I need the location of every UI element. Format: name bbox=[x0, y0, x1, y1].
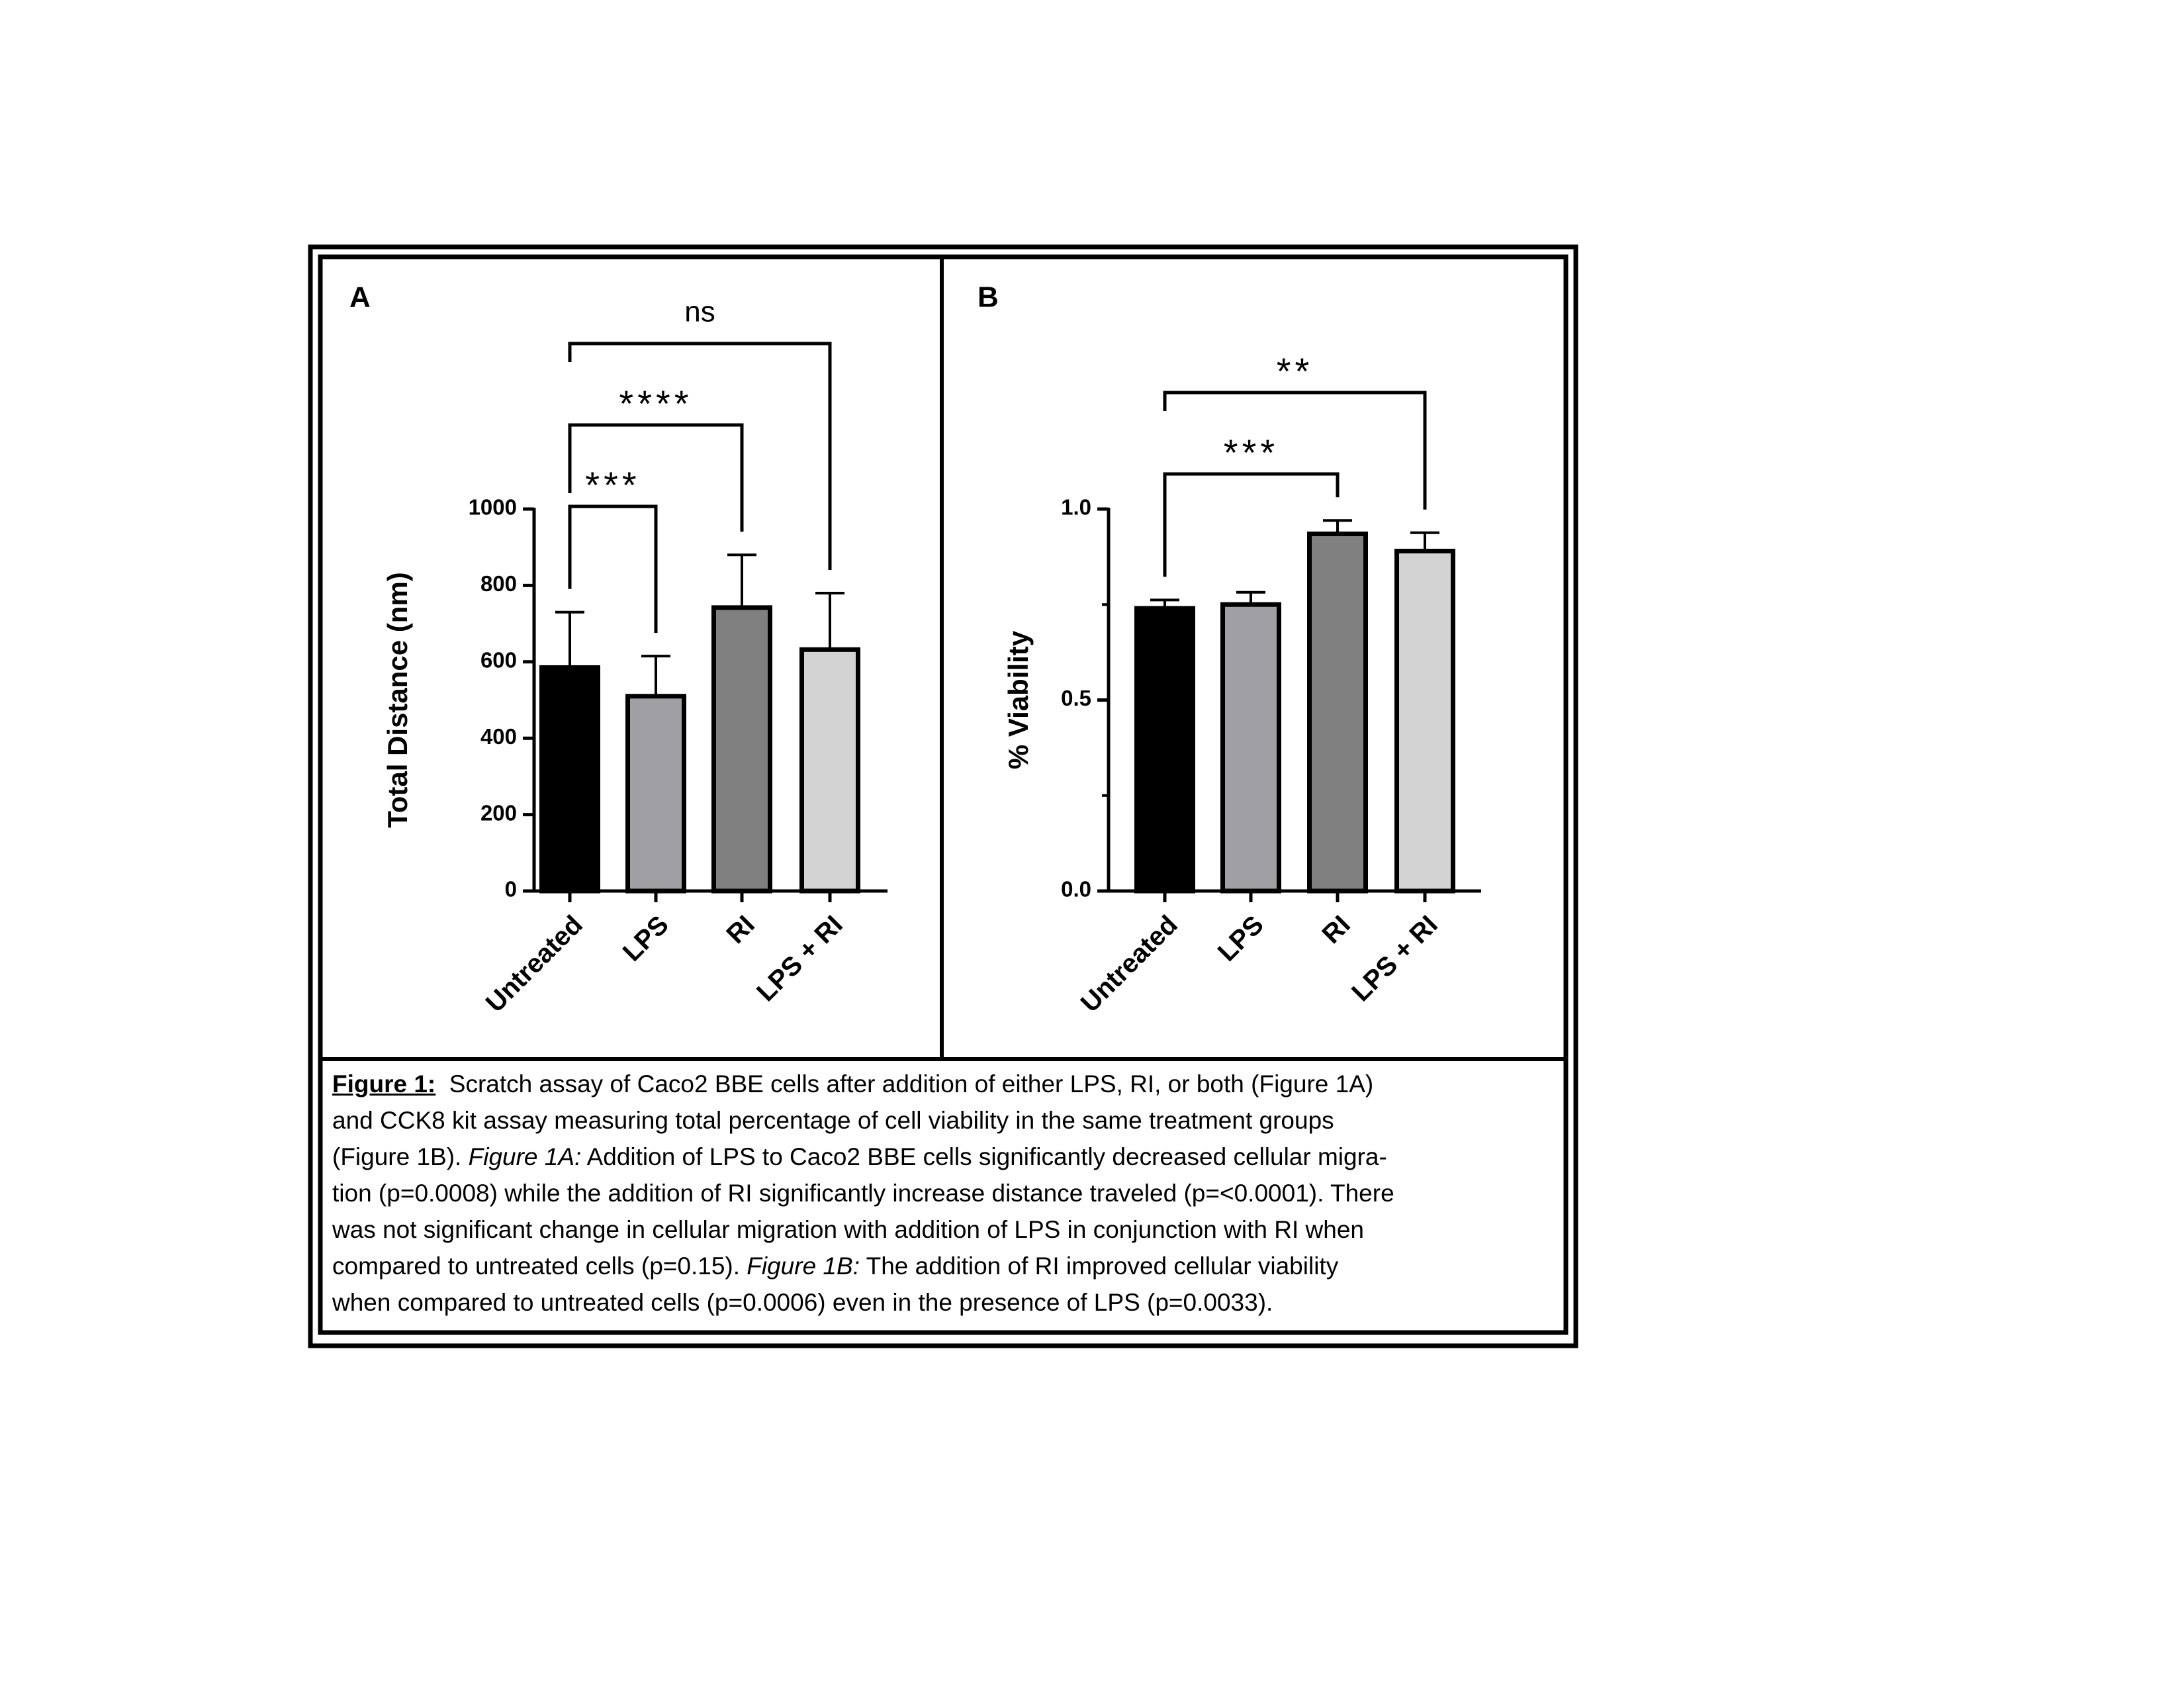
y-axis-label: Total Distance (nm) bbox=[382, 572, 413, 828]
y-tick-label: 600 bbox=[480, 648, 517, 673]
bar bbox=[625, 694, 686, 894]
y-tick-label: 400 bbox=[480, 724, 517, 749]
y-tick-label: 800 bbox=[480, 571, 517, 596]
significance-label: ** bbox=[1277, 350, 1314, 392]
bar bbox=[711, 605, 772, 894]
caption-label: Figure 1: bbox=[332, 1070, 436, 1098]
caption-text: Addition of LPS to Caco2 BBE cells signi… bbox=[581, 1143, 1387, 1170]
y-tick-label: 1000 bbox=[469, 495, 517, 520]
y-axis-label: % Viability bbox=[1003, 630, 1034, 769]
caption-text: when compared to untreated cells (p=0.00… bbox=[332, 1289, 1273, 1316]
bar bbox=[539, 665, 600, 894]
significance-bracket bbox=[568, 423, 744, 532]
x-tick-label: Untreated bbox=[480, 910, 588, 1018]
x-tick-label: LPS bbox=[1212, 910, 1269, 967]
x-tick-label: RI bbox=[721, 910, 760, 949]
bar bbox=[1134, 606, 1195, 894]
significance-label: *** bbox=[1224, 432, 1279, 473]
x-tick-label: LPS + RI bbox=[751, 910, 848, 1008]
caption-text: and CCK8 kit assay measuring total perce… bbox=[332, 1107, 1334, 1134]
y-tick-label: 0.0 bbox=[1061, 877, 1091, 902]
caption-text: compared to untreated cells (p=0.15). bbox=[332, 1252, 747, 1280]
bar bbox=[799, 647, 860, 894]
caption-text: (Figure 1B). bbox=[332, 1143, 469, 1170]
y-tick-label: 0.5 bbox=[1061, 686, 1091, 710]
significance-bracket bbox=[568, 504, 658, 633]
caption-italic: Figure 1A: bbox=[468, 1143, 582, 1170]
significance-label: *** bbox=[585, 464, 640, 506]
y-tick-label: 0 bbox=[505, 877, 517, 902]
x-tick-label: RI bbox=[1316, 910, 1355, 949]
significance-label: ns bbox=[684, 296, 715, 328]
bar bbox=[1307, 532, 1368, 894]
bar bbox=[1394, 548, 1455, 894]
outer-border bbox=[308, 244, 1578, 1348]
y-tick-label: 1.0 bbox=[1061, 495, 1091, 520]
significance-bracket bbox=[1163, 472, 1340, 577]
caption-text: tion (p=0.0008) while the addition of RI… bbox=[332, 1180, 1394, 1207]
panel-label: B bbox=[978, 281, 999, 314]
bar bbox=[1220, 602, 1281, 894]
caption-text: The addition of RI improved cellular via… bbox=[859, 1252, 1339, 1280]
y-tick-label: 200 bbox=[480, 800, 517, 825]
caption-text: Scratch assay of Caco2 BBE cells after a… bbox=[435, 1070, 1374, 1098]
significance-bracket bbox=[568, 342, 832, 570]
x-tick-label: LPS bbox=[617, 910, 674, 967]
x-tick-label: Untreated bbox=[1075, 910, 1183, 1018]
significance-bracket bbox=[1163, 391, 1427, 510]
panel-label: A bbox=[349, 281, 371, 314]
significance-label: **** bbox=[619, 383, 692, 424]
x-tick-label: LPS + RI bbox=[1346, 910, 1443, 1008]
caption: Figure 1: Scratch assay of Caco2 BBE cel… bbox=[332, 1066, 1557, 1321]
caption-italic: Figure 1B: bbox=[747, 1252, 860, 1280]
caption-text: was not significant change in cellular m… bbox=[332, 1216, 1364, 1243]
